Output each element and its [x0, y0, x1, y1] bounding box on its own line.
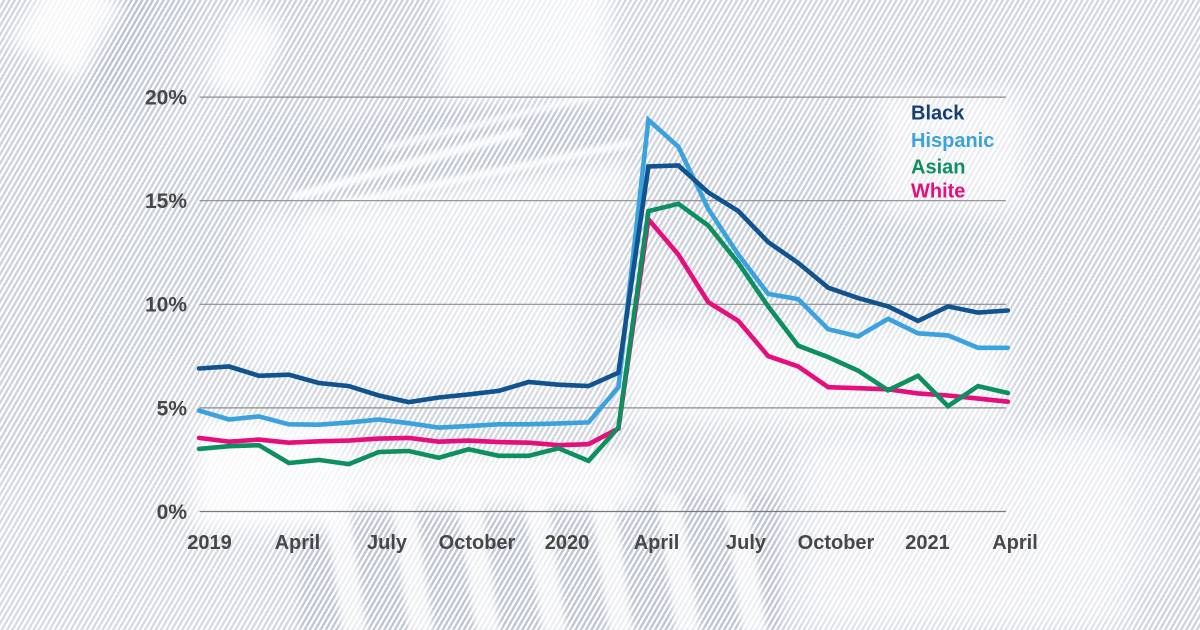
svg-text:Hispanic: Hispanic: [911, 130, 994, 152]
svg-text:Black: Black: [911, 103, 965, 125]
svg-text:0%: 0%: [157, 501, 188, 524]
svg-text:10%: 10%: [145, 294, 187, 317]
svg-text:20%: 20%: [145, 87, 187, 110]
svg-text:2020: 2020: [545, 532, 590, 554]
svg-text:April: April: [634, 532, 680, 554]
svg-text:2019: 2019: [187, 532, 232, 554]
svg-text:Asian: Asian: [911, 157, 965, 179]
svg-text:White: White: [911, 181, 965, 203]
svg-text:July: July: [367, 532, 408, 554]
svg-text:15%: 15%: [145, 190, 187, 213]
svg-text:October: October: [798, 532, 875, 554]
svg-text:2021: 2021: [905, 532, 950, 554]
svg-text:5%: 5%: [157, 397, 188, 420]
svg-text:April: April: [992, 532, 1038, 554]
svg-text:April: April: [275, 532, 321, 554]
svg-text:October: October: [439, 532, 516, 554]
svg-text:July: July: [726, 532, 767, 554]
